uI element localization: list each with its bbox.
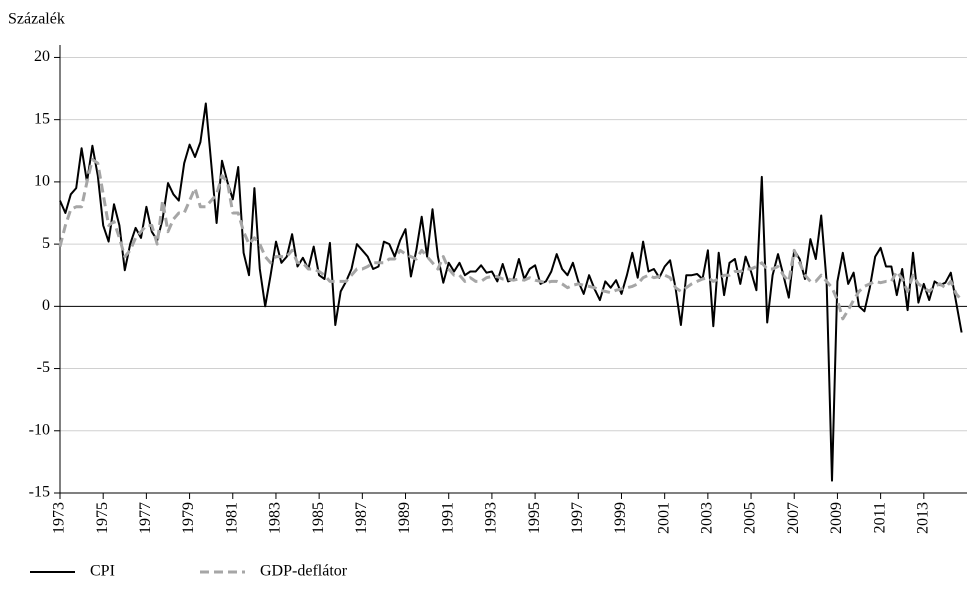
- y-tick-label: -10: [29, 421, 50, 438]
- x-tick-label: 1985: [310, 502, 327, 534]
- legend-label: GDP-deflátor: [260, 563, 348, 580]
- y-tick-label: 10: [34, 173, 50, 190]
- x-tick-label: 2005: [742, 502, 759, 534]
- y-tick-label: 15: [34, 110, 50, 127]
- y-axis-label: Százalék: [8, 11, 65, 28]
- y-tick-label: -5: [37, 359, 50, 376]
- x-tick-label: 1977: [137, 502, 154, 534]
- x-tick-label: 2011: [871, 502, 888, 533]
- x-tick-label: 1991: [439, 502, 456, 534]
- x-tick-label: 1973: [51, 502, 68, 534]
- x-tick-label: 1981: [223, 502, 240, 534]
- x-tick-label: 1979: [180, 502, 197, 534]
- y-tick-label: 5: [42, 235, 50, 252]
- x-tick-label: 2007: [785, 502, 802, 534]
- y-tick-label: -15: [29, 484, 50, 501]
- x-tick-label: 1975: [94, 502, 111, 534]
- x-tick-label: 2003: [699, 502, 716, 534]
- x-tick-label: 1987: [353, 502, 370, 534]
- x-tick-label: 1989: [396, 502, 413, 534]
- x-tick-label: 1993: [483, 502, 500, 534]
- y-tick-label: 20: [34, 48, 50, 65]
- x-tick-label: 2009: [828, 502, 845, 534]
- x-tick-label: 1999: [612, 502, 629, 534]
- x-tick-label: 1997: [569, 502, 586, 534]
- series-line: [58, 158, 963, 321]
- legend-label: CPI: [90, 563, 115, 580]
- x-tick-label: 2001: [655, 502, 672, 534]
- x-tick-label: 2013: [914, 502, 931, 534]
- y-tick-label: 0: [42, 297, 50, 314]
- x-tick-label: 1983: [267, 502, 284, 534]
- series-line: [59, 102, 963, 482]
- x-tick-label: 1995: [526, 502, 543, 534]
